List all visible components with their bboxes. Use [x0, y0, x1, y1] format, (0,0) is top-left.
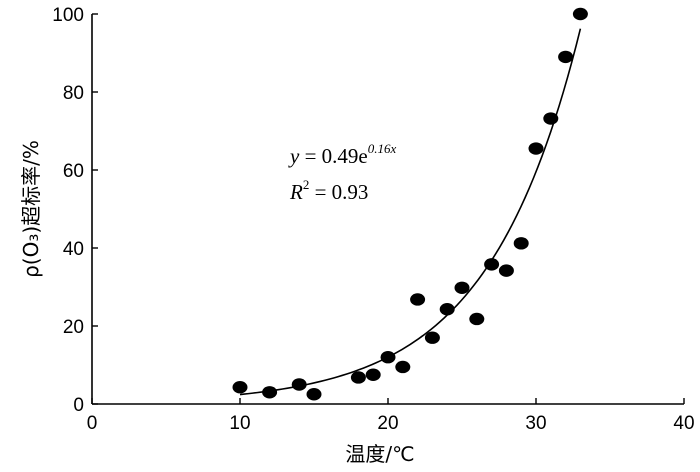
y-tick-label: 100	[52, 5, 84, 26]
equation-body: = 0.49e	[299, 144, 367, 168]
r2-superscript: 2	[303, 177, 310, 192]
y-tick-label: 40	[63, 239, 84, 260]
x-tick-label: 10	[229, 413, 250, 434]
data-point	[558, 50, 574, 64]
data-point	[454, 281, 470, 294]
y-axis-title: ρ(O₃)超标率/%	[19, 140, 43, 278]
y-tick-label: 80	[63, 83, 84, 104]
x-axis-title: 温度/℃	[345, 442, 414, 466]
fit-equation: y = 0.49e0.16x	[288, 141, 397, 168]
x-tick-label: 30	[525, 413, 546, 434]
data-point	[513, 237, 529, 250]
y-tick-label: 60	[63, 161, 84, 182]
data-point	[306, 388, 322, 401]
data-point	[572, 7, 588, 21]
r2-value: = 0.93	[309, 180, 368, 204]
data-point	[365, 368, 381, 381]
y-tick-label: 20	[63, 317, 84, 338]
x-tick-label: 0	[87, 413, 98, 434]
fit-curve	[239, 28, 582, 396]
data-point	[424, 331, 440, 344]
data-point	[528, 142, 544, 155]
y-tick-label: 0	[73, 395, 84, 416]
data-point	[380, 351, 396, 364]
data-point	[439, 303, 455, 316]
r-squared: R2 = 0.93	[289, 177, 368, 204]
data-point	[291, 378, 307, 391]
data-point	[232, 381, 248, 394]
data-point	[410, 293, 426, 306]
data-point	[543, 112, 559, 125]
data-point	[262, 386, 278, 399]
data-point	[350, 371, 366, 384]
x-tick-label: 20	[377, 413, 398, 434]
data-point	[484, 258, 500, 271]
r2-symbol: R	[289, 180, 303, 204]
data-point	[469, 312, 485, 326]
data-point	[395, 360, 411, 374]
equation-exponent: 0.16x	[368, 141, 397, 156]
data-point	[498, 264, 514, 277]
equation-variable: y	[288, 144, 300, 168]
x-tick-label: 40	[673, 413, 694, 434]
